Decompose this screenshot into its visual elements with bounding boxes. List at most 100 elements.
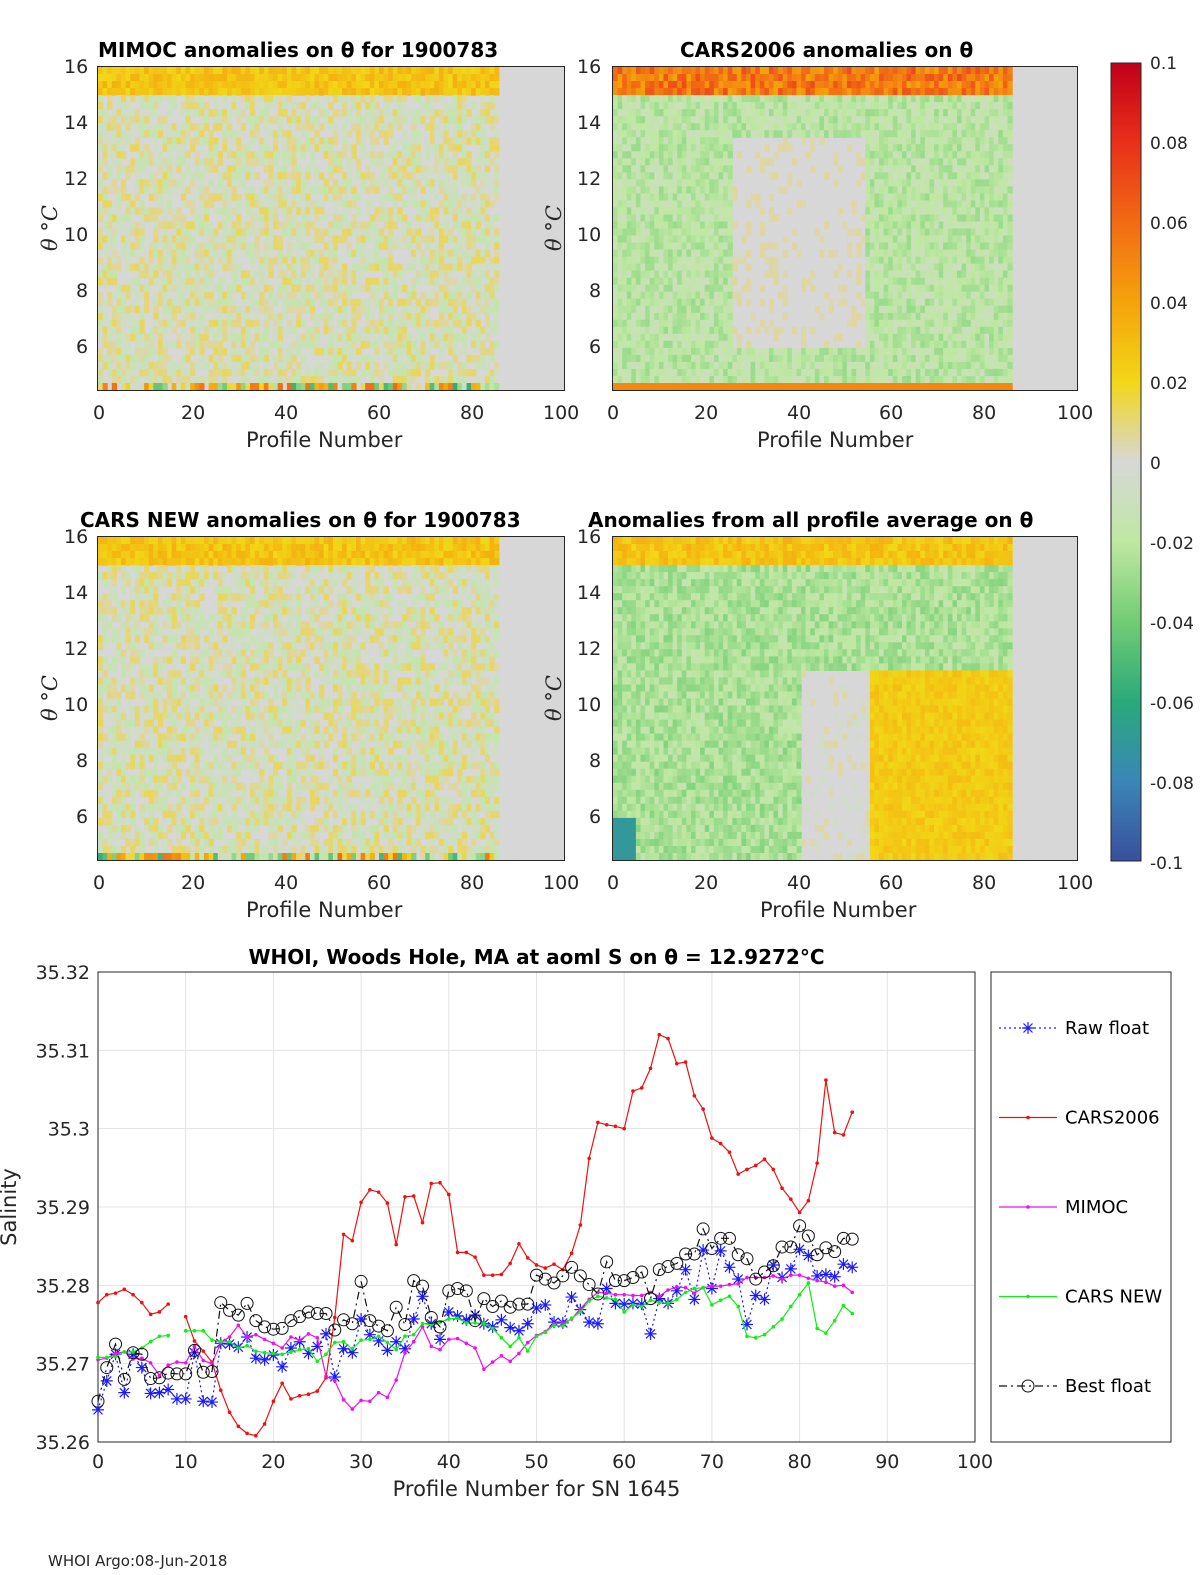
data-point-raw-float — [740, 1318, 753, 1331]
cars2006-y-tick: 10 — [577, 224, 602, 246]
data-point-mimoc — [675, 1285, 679, 1289]
data-point-cars2006 — [122, 1287, 127, 1292]
data-point-raw-float — [135, 1361, 148, 1374]
data-point-cars2006 — [806, 1198, 811, 1203]
data-point-mimoc — [482, 1367, 486, 1371]
data-point-raw-float — [811, 1269, 824, 1282]
data-point-cars2006 — [639, 1086, 644, 1090]
data-point-raw-float — [828, 1270, 841, 1283]
x-axis-label: Profile Number for SN 1645 — [393, 1477, 681, 1501]
data-point-raw-float — [583, 1316, 596, 1329]
data-point-raw-float — [284, 1342, 297, 1354]
data-point-cars2006 — [525, 1256, 530, 1260]
colorbar-tick: 0 — [1150, 454, 1161, 474]
data-point-cars-new — [166, 1333, 170, 1338]
data-point-raw-float — [714, 1244, 727, 1257]
data-point-cars2006 — [236, 1424, 241, 1429]
carsnew-x-tick: 20 — [181, 872, 206, 894]
data-point-cars2006 — [411, 1194, 416, 1198]
data-point-cars2006 — [587, 1156, 591, 1161]
data-point-cars2006 — [385, 1201, 390, 1205]
data-point-cars2006 — [517, 1242, 521, 1246]
data-point-mimoc — [271, 1341, 276, 1346]
mimoc-x-tick: 100 — [543, 402, 580, 424]
mimoc-x-axis-label: Profile Number — [246, 428, 403, 452]
data-point-cars-new — [718, 1298, 723, 1303]
data-point-best-float — [301, 1305, 315, 1319]
colorbar-tick: 0.06 — [1150, 214, 1188, 234]
data-point-best-float — [687, 1247, 701, 1261]
data-point-cars-new — [254, 1349, 258, 1353]
data-point-best-float — [91, 1394, 105, 1408]
mimoc-x-tick: 0 — [93, 402, 106, 424]
data-point-mimoc — [613, 1292, 618, 1297]
cars2006-y-tick: 8 — [589, 280, 602, 302]
data-point-raw-float — [495, 1313, 508, 1326]
colorbar-tick: -0.02 — [1150, 534, 1194, 554]
data-point-best-float — [819, 1241, 833, 1255]
data-point-cars2006 — [166, 1302, 170, 1306]
data-point-cars-new — [306, 1346, 311, 1351]
data-point-best-float — [389, 1300, 403, 1314]
carsnew-x-axis-label: Profile Number — [246, 898, 403, 922]
data-point-cars-new — [657, 1300, 662, 1305]
heatmap-cells — [613, 537, 1013, 860]
data-point-mimoc — [315, 1336, 320, 1340]
data-point-cars-new — [411, 1332, 416, 1337]
data-point-cars2006 — [596, 1120, 600, 1125]
data-point-mimoc — [604, 1291, 609, 1295]
data-point-mimoc — [473, 1346, 477, 1350]
data-point-raw-float — [749, 1289, 762, 1302]
data-point-cars2006 — [306, 1392, 311, 1397]
data-point-mimoc — [780, 1277, 784, 1281]
colorbar-tick: -0.08 — [1150, 774, 1194, 794]
carsnew-y-tick: 6 — [76, 806, 89, 828]
allavg-x-axis-label: Profile Number — [760, 898, 917, 922]
data-point-cars2006 — [499, 1272, 504, 1277]
data-point-mimoc — [727, 1282, 732, 1287]
data-point-best-float — [749, 1272, 763, 1286]
data-point-raw-float — [118, 1386, 131, 1399]
data-point-cars2006 — [490, 1273, 495, 1277]
data-point-best-float — [240, 1296, 254, 1310]
data-point-raw-float — [407, 1313, 420, 1326]
data-point-best-float — [415, 1279, 429, 1293]
data-point-mimoc — [806, 1276, 811, 1281]
data-point-best-float — [231, 1308, 245, 1322]
y-tick-label: 35.29 — [36, 1197, 90, 1219]
colorbar-tick: 0.1 — [1150, 54, 1178, 74]
data-point-raw-float — [390, 1335, 403, 1348]
data-point-best-float — [766, 1259, 780, 1273]
data-point-mimoc — [745, 1275, 749, 1280]
data-point-best-float — [354, 1274, 368, 1288]
data-point-raw-float — [302, 1347, 315, 1360]
data-point-cars-new — [183, 1328, 188, 1333]
data-point-best-float — [740, 1252, 754, 1266]
data-point-cars-new — [324, 1352, 328, 1357]
heatmap-cells — [98, 67, 500, 390]
data-point-cars-new — [639, 1304, 644, 1309]
data-point-cars-new — [341, 1339, 346, 1344]
data-point-best-float — [468, 1314, 482, 1328]
data-point-mimoc — [148, 1361, 153, 1365]
data-point-best-float — [135, 1347, 149, 1361]
data-point-raw-float — [337, 1342, 350, 1355]
data-point-best-float — [722, 1231, 736, 1245]
data-point-cars2006 — [332, 1315, 337, 1320]
cars2006-x-tick: 0 — [607, 402, 620, 424]
data-point-best-float — [152, 1371, 166, 1385]
cars2006-x-tick: 20 — [694, 402, 719, 424]
cars2006-heatmap-plot — [612, 66, 1078, 391]
data-point-best-float — [442, 1284, 456, 1298]
data-point-cars-new — [297, 1347, 302, 1352]
data-point-cars-new — [780, 1317, 784, 1321]
data-point-raw-float — [153, 1386, 166, 1399]
data-point-best-float — [205, 1365, 219, 1378]
data-point-cars2006 — [1026, 1115, 1030, 1120]
data-point-cars2006 — [297, 1393, 302, 1398]
data-point-cars-new — [613, 1297, 618, 1302]
data-point-cars-new — [447, 1317, 451, 1321]
data-point-best-float — [670, 1256, 684, 1270]
data-point-cars-new — [561, 1324, 565, 1328]
series-cars2006 — [96, 1032, 855, 1438]
